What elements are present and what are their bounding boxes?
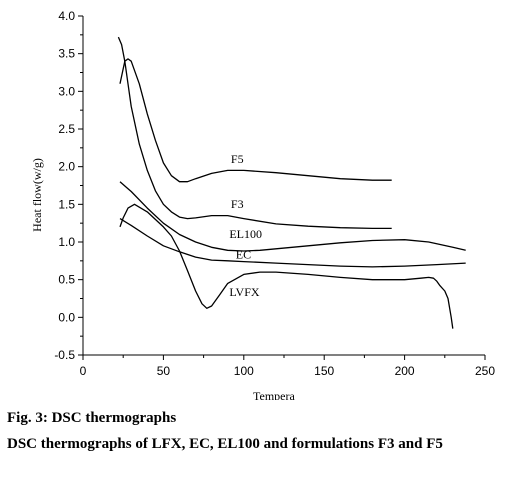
x-tick-label: 0 xyxy=(80,364,87,378)
series-line-f3 xyxy=(117,36,392,230)
y-tick-label: 3.5 xyxy=(58,47,75,61)
series-label-f5: F5 xyxy=(231,152,244,166)
y-tick-label: 2.5 xyxy=(58,122,75,136)
dsc-chart: 0 50 100 150 200 250 -0.5 0.0 0.5 1.0 1.5 2.0 2.5 3.0… xyxy=(30,9,495,400)
chart-series-labels: F5 F3 EL100 EC LVFX xyxy=(229,152,262,299)
series-label-f3: F3 xyxy=(231,197,244,211)
series-label-lvfx: LVFX xyxy=(229,285,260,299)
figure-caption-title: Fig. 3: DSC thermographs xyxy=(7,410,177,426)
y-tick-label: 1.0 xyxy=(58,235,75,249)
series-label-ec: EC xyxy=(236,248,251,262)
series-label-el100: EL100 xyxy=(229,227,262,241)
y-tick-label: 1.5 xyxy=(58,197,75,211)
x-tick-label: 200 xyxy=(395,364,415,378)
chart-series xyxy=(117,36,466,329)
series-line-ec xyxy=(119,218,466,268)
series-line-el100 xyxy=(119,181,466,252)
series-line-f5 xyxy=(119,58,392,183)
chart-axes: 0 50 100 150 200 250 -0.5 0.0 0.5 1.0 1.5 2.0 2.5 3.0… xyxy=(54,9,495,378)
x-tick-label: 50 xyxy=(157,364,171,378)
y-tick-label: 4.0 xyxy=(58,9,75,23)
series-line-lvfx xyxy=(119,203,454,329)
y-tick-label: 2.0 xyxy=(58,160,75,174)
y-tick-label: -0.5 xyxy=(54,348,75,362)
y-tick-label: 3.0 xyxy=(58,84,75,98)
y-tick-label: 0.0 xyxy=(58,310,75,324)
y-axis-title: Heat flow(w/g) xyxy=(30,158,44,232)
x-tick-label: 250 xyxy=(475,364,495,378)
x-tick-label: 100 xyxy=(234,364,254,378)
x-tick-label: 150 xyxy=(314,364,334,378)
x-axis-title: Tempera xyxy=(253,389,295,400)
y-tick-label: 0.5 xyxy=(58,273,75,287)
figure-caption-description: DSC thermographs of LFX, EC, EL100 and f… xyxy=(7,436,443,452)
